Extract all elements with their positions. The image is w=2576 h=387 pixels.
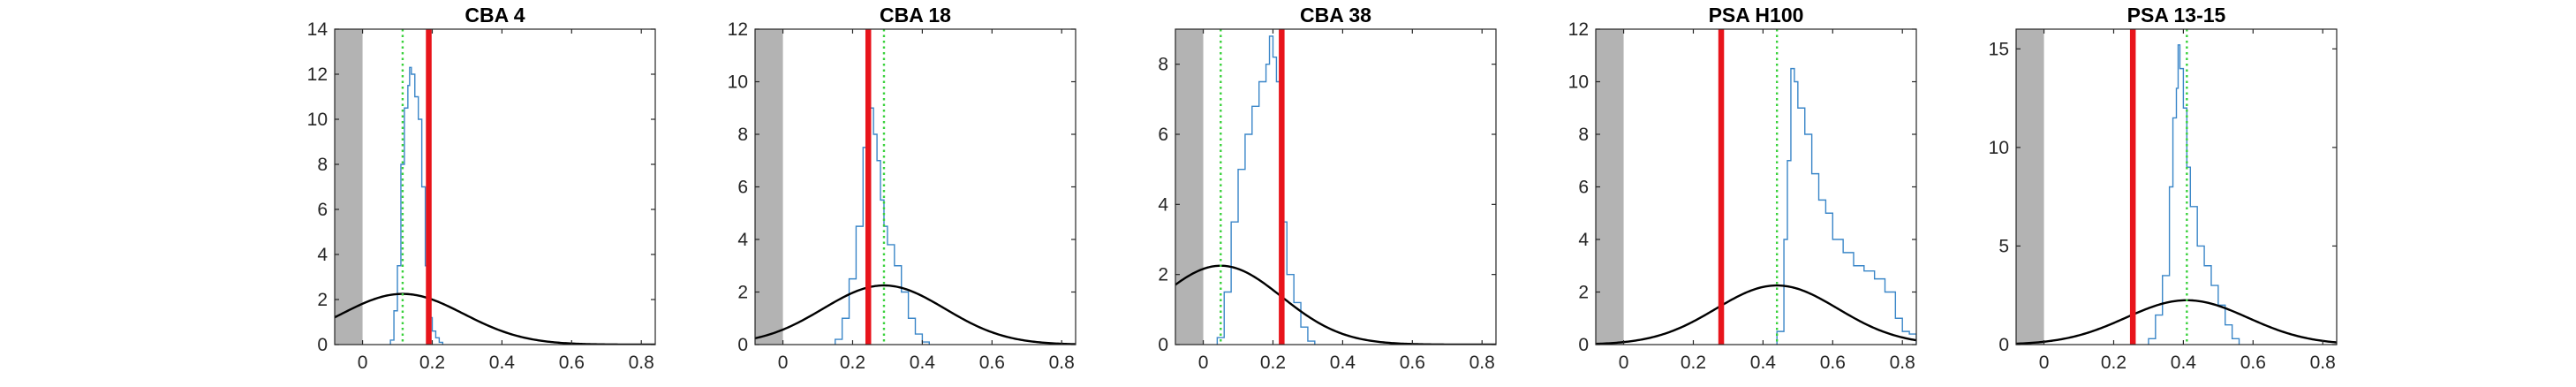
chart-1-ytick-label: 10 xyxy=(307,110,328,130)
chart-1-title: CBA 4 xyxy=(465,4,525,27)
chart-5-xtick-label: 0.4 xyxy=(2171,353,2197,373)
chart-4-panel: 0 0.2 0.4 0.6 0.8 0 2 4 6 8 10 12 PSA H100 xyxy=(1568,4,1917,373)
chart-3-plot-area xyxy=(1175,29,1496,345)
chart-4-ytick-label: 4 xyxy=(1578,230,1589,250)
chart-5-plot-area xyxy=(2016,29,2337,345)
chart-5-gaussian-curve xyxy=(2016,299,2337,345)
chart-5-xtick-label: 0.8 xyxy=(2310,353,2336,373)
chart-3-title: CBA 38 xyxy=(1300,4,1371,27)
chart-2-ytick-label: 2 xyxy=(737,283,748,303)
chart-1-ytick-label: 8 xyxy=(317,155,328,175)
chart-5-title: PSA 13-15 xyxy=(2127,4,2226,27)
chart-4-xtick-label: 0.2 xyxy=(1681,353,1706,373)
chart-4-shaded-region xyxy=(1596,29,1624,345)
chart-4-gaussian-curve xyxy=(1596,284,1916,345)
chart-4-plot-area xyxy=(1596,29,1916,345)
chart-4-plot-layer xyxy=(1596,29,1916,345)
chart-1-xtick-label: 0.8 xyxy=(629,353,654,373)
chart-4-xtick-label: 0 xyxy=(1619,353,1629,373)
chart-4-histogram-line xyxy=(1776,67,1916,345)
chart-2-ytick-label: 4 xyxy=(737,230,748,250)
chart-1-panel: 0 0.2 0.4 0.6 0.8 0 2 4 6 8 10 12 14 CBA 4 xyxy=(307,4,656,373)
chart-5-xtick-label: 0.6 xyxy=(2240,353,2266,373)
chart-4-xtick-label: 0.6 xyxy=(1820,353,1846,373)
chart-2-xtick-label: 0.2 xyxy=(840,353,865,373)
chart-1-ytick-label: 2 xyxy=(317,290,328,310)
chart-2-xtick-label: 0.8 xyxy=(1049,353,1075,373)
chart-1-ytick-label: 6 xyxy=(317,200,328,220)
chart-3-histogram-line xyxy=(1216,35,1316,345)
chart-4-ytick-label: 12 xyxy=(1568,19,1589,40)
chart-3-ytick-label: 2 xyxy=(1158,265,1168,285)
chart-1-plot-area xyxy=(335,29,655,345)
chart-2-xtick-label: 0.6 xyxy=(979,353,1005,373)
chart-2-panel: 0 0.2 0.4 0.6 0.8 0 2 4 6 8 10 12 CBA 18 xyxy=(728,4,1076,373)
chart-1-ytick-label: 14 xyxy=(307,19,329,40)
chart-5-xtick-label: 0.2 xyxy=(2101,353,2127,373)
chart-5-ytick-label: 10 xyxy=(1989,138,2009,158)
chart-5-shaded-region xyxy=(2016,29,2044,345)
chart-5-ytick-label: 15 xyxy=(1989,39,2009,59)
chart-1-xtick-label: 0.4 xyxy=(489,353,516,373)
chart-3-panel: 0 0.2 0.4 0.6 0.8 0 2 4 6 8 CBA 38 xyxy=(1158,4,1497,373)
chart-2-ytick-label: 10 xyxy=(728,72,748,93)
chart-3-shaded-region xyxy=(1175,29,1204,345)
chart-2-ytick-label: 12 xyxy=(728,19,748,40)
chart-4-ytick-label: 6 xyxy=(1578,178,1589,198)
chart-2-plot-area xyxy=(755,29,1076,345)
chart-4-title: PSA H100 xyxy=(1709,4,1804,27)
chart-3-xtick-label: 0.8 xyxy=(1469,353,1495,373)
chart-4-ytick-label: 2 xyxy=(1578,283,1589,303)
chart-3-xtick-label: 0.2 xyxy=(1260,353,1286,373)
chart-2-xtick-label: 0 xyxy=(778,353,789,373)
chart-3-xtick-label: 0 xyxy=(1198,353,1209,373)
chart-1-ytick-label: 0 xyxy=(317,335,328,355)
chart-4-ytick-label: 0 xyxy=(1578,335,1589,355)
chart-3-xtick-label: 0.4 xyxy=(1330,353,1356,373)
chart-2-plot-layer xyxy=(755,29,1076,345)
chart-2-shaded-region xyxy=(755,29,783,345)
chart-3-axes-box xyxy=(1175,28,1497,345)
chart-2-xtick-label: 0.4 xyxy=(910,353,936,373)
chart-4-xtick-label: 0.8 xyxy=(1890,353,1915,373)
chart-1-xtick-label: 0.6 xyxy=(559,353,585,373)
chart-2-ytick-label: 0 xyxy=(737,335,748,355)
chart-4-xtick-label: 0.4 xyxy=(1750,353,1777,373)
chart-3-ytick-label: 6 xyxy=(1158,125,1168,145)
chart-5-ytick-label: 5 xyxy=(1998,236,2009,256)
chart-3-xtick-label: 0.6 xyxy=(1400,353,1425,373)
chart-3-ytick-label: 0 xyxy=(1158,335,1168,355)
chart-5-panel: 0 0.2 0.4 0.6 0.8 0 5 10 15 PSA 13-15 xyxy=(1989,4,2338,373)
chart-5-ytick-label: 0 xyxy=(1998,335,2009,355)
chart-1-ytick-label: 12 xyxy=(307,64,328,85)
chart-2-title: CBA 18 xyxy=(880,4,951,27)
chart-1-xtick-label: 0 xyxy=(358,353,368,373)
chart-2-histogram-line xyxy=(835,107,930,345)
chart-2-ytick-label: 8 xyxy=(737,125,748,145)
chart-1-shaded-region xyxy=(335,29,363,345)
chart-4-ytick-label: 8 xyxy=(1578,125,1589,145)
chart-1-ytick-label: 4 xyxy=(317,245,328,265)
chart-4-ytick-label: 10 xyxy=(1568,72,1589,93)
chart-1-axes-box xyxy=(334,28,656,345)
chart-5-xtick-label: 0 xyxy=(2039,353,2050,373)
chart-3-ytick-label: 4 xyxy=(1158,194,1168,215)
chart-3-ytick-label: 8 xyxy=(1158,55,1168,75)
chart-1-xtick-label: 0.2 xyxy=(419,353,445,373)
chart-2-ytick-label: 6 xyxy=(737,178,748,198)
chart-2-gaussian-curve xyxy=(755,284,1076,345)
chart-5-plot-layer xyxy=(2016,29,2337,345)
chart-5-axes-box xyxy=(2015,28,2338,345)
chart-1-histogram-line xyxy=(389,66,444,345)
